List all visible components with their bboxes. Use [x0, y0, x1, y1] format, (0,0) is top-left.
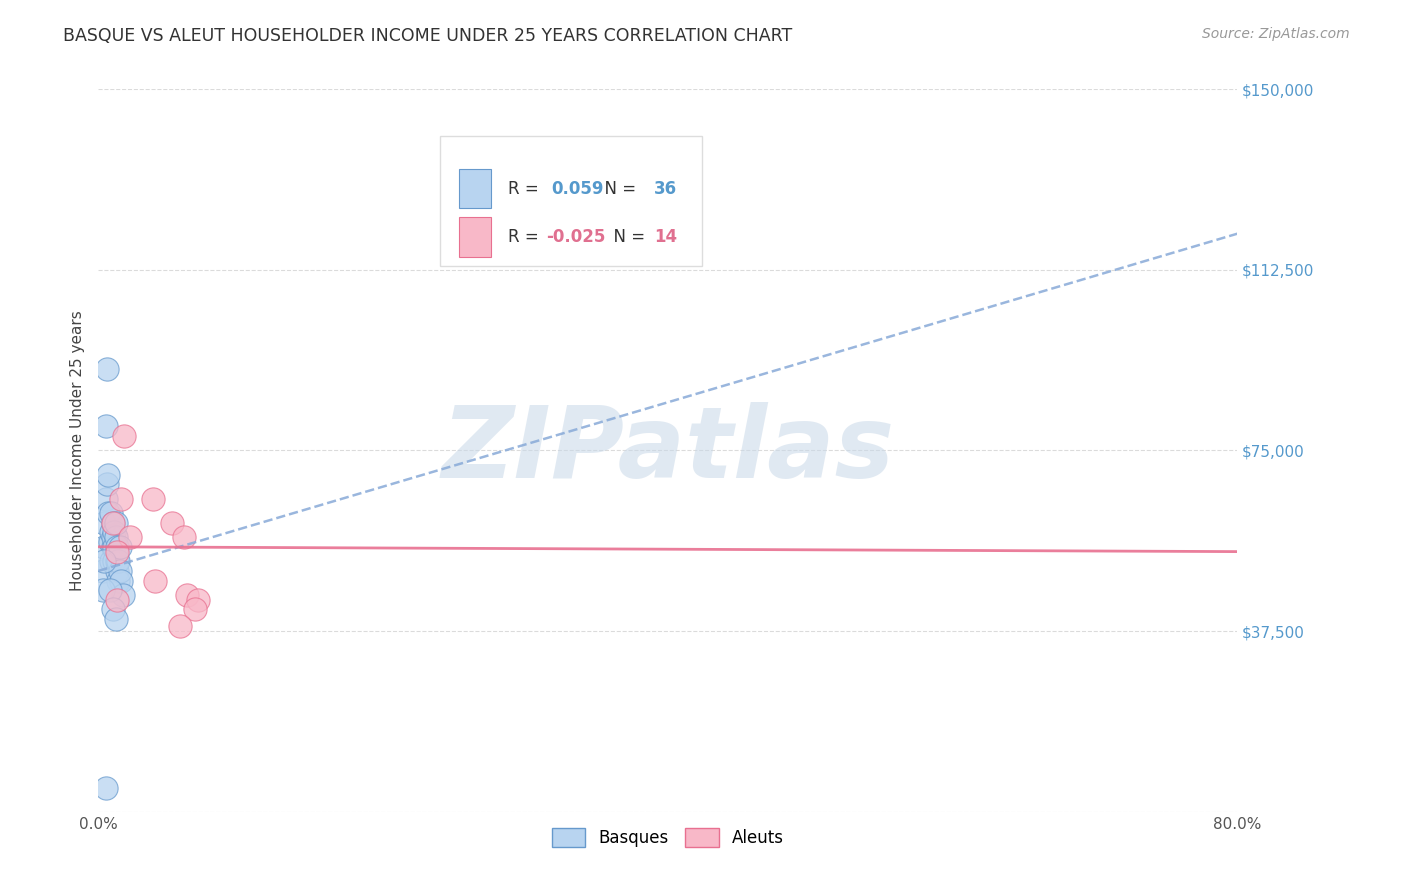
- Point: [187, 592, 209, 607]
- Legend: Basques, Aleuts: Basques, Aleuts: [546, 822, 790, 854]
- Point: [111, 588, 134, 602]
- Point: [103, 525, 125, 540]
- Text: R =: R =: [509, 228, 544, 246]
- Point: [97, 506, 120, 520]
- Text: BASQUE VS ALEUT HOUSEHOLDER INCOME UNDER 25 YEARS CORRELATION CHART: BASQUE VS ALEUT HOUSEHOLDER INCOME UNDER…: [63, 27, 793, 45]
- Point: [101, 602, 124, 616]
- Point: [93, 554, 115, 568]
- Point: [118, 530, 141, 544]
- Point: [103, 554, 125, 568]
- Point: [162, 516, 184, 530]
- Point: [105, 564, 128, 578]
- Point: [104, 612, 127, 626]
- Point: [108, 540, 131, 554]
- Point: [100, 554, 122, 568]
- Point: [104, 530, 127, 544]
- Point: [91, 564, 114, 578]
- Point: [94, 780, 117, 795]
- Point: [101, 516, 124, 530]
- Point: [105, 554, 128, 568]
- Point: [103, 540, 125, 554]
- Point: [110, 491, 132, 506]
- Point: [104, 516, 127, 530]
- Point: [93, 540, 115, 554]
- Point: [96, 477, 118, 491]
- Point: [107, 574, 129, 588]
- Y-axis label: Householder Income Under 25 years: Householder Income Under 25 years: [69, 310, 84, 591]
- Bar: [460, 218, 491, 257]
- Text: 14: 14: [654, 228, 678, 246]
- Point: [141, 491, 163, 506]
- FancyBboxPatch shape: [440, 136, 702, 266]
- Text: 0.059: 0.059: [551, 179, 605, 197]
- Point: [97, 467, 120, 482]
- Point: [105, 592, 128, 607]
- Point: [176, 588, 198, 602]
- Point: [108, 564, 131, 578]
- Point: [184, 602, 207, 616]
- Text: R =: R =: [509, 179, 544, 197]
- Point: [101, 530, 124, 544]
- Text: N =: N =: [603, 228, 651, 246]
- Point: [93, 516, 115, 530]
- Bar: [460, 169, 491, 209]
- Point: [107, 554, 129, 568]
- Point: [100, 525, 122, 540]
- Point: [91, 583, 114, 598]
- Point: [96, 361, 118, 376]
- Text: N =: N =: [593, 179, 641, 197]
- Point: [112, 429, 135, 443]
- Point: [94, 419, 117, 434]
- Point: [94, 491, 117, 506]
- Text: -0.025: -0.025: [546, 228, 606, 246]
- Text: ZIPatlas: ZIPatlas: [441, 402, 894, 499]
- Point: [101, 516, 124, 530]
- Point: [98, 583, 121, 598]
- Point: [169, 619, 191, 633]
- Point: [101, 540, 124, 554]
- Point: [173, 530, 195, 544]
- Point: [145, 574, 167, 588]
- Point: [100, 506, 122, 520]
- Text: Source: ZipAtlas.com: Source: ZipAtlas.com: [1202, 27, 1350, 41]
- Point: [105, 544, 128, 558]
- Point: [105, 540, 128, 554]
- Point: [110, 574, 132, 588]
- Point: [98, 535, 121, 549]
- Text: 36: 36: [654, 179, 678, 197]
